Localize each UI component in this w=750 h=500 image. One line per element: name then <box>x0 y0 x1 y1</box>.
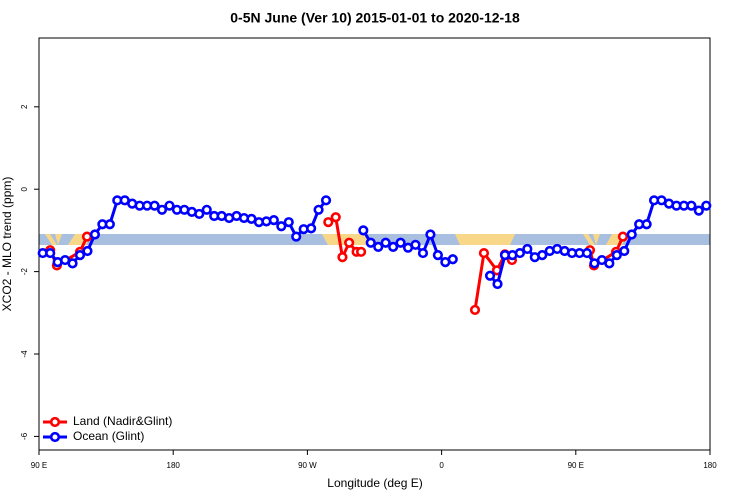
point <box>81 231 93 242</box>
point <box>194 208 205 220</box>
point <box>74 250 86 261</box>
point <box>201 204 212 215</box>
point <box>291 231 302 242</box>
point <box>522 243 533 255</box>
series <box>37 195 712 290</box>
point <box>611 250 622 261</box>
point <box>626 229 637 240</box>
point <box>89 229 101 240</box>
y-tick-label: -2 <box>20 268 29 276</box>
legend-label: Land (Nadir&Glint) <box>73 414 172 428</box>
point <box>492 278 503 290</box>
x-tick-label: 90 W <box>298 461 317 470</box>
point <box>156 204 168 215</box>
point <box>410 239 421 250</box>
y-tick-label: 2 <box>20 104 29 109</box>
x-tick-label: 180 <box>167 461 181 470</box>
point <box>484 270 496 281</box>
plot-frame <box>38 37 711 451</box>
y-tick-label: -6 <box>20 432 29 440</box>
point <box>641 219 652 230</box>
point <box>514 247 525 259</box>
x-tick-label: 90 E <box>568 461 584 470</box>
point <box>417 247 429 259</box>
point <box>619 245 630 257</box>
land-band <box>45 234 57 245</box>
point <box>380 237 391 248</box>
land-band <box>455 234 515 245</box>
point <box>469 304 481 316</box>
point <box>164 200 175 211</box>
point <box>313 204 324 215</box>
point <box>537 250 548 261</box>
legend-marker <box>49 416 61 428</box>
point <box>693 205 704 216</box>
point <box>330 212 341 223</box>
point <box>45 247 56 259</box>
point <box>149 200 160 211</box>
point <box>373 241 384 252</box>
legend-marker <box>49 431 61 443</box>
point <box>447 254 458 265</box>
chart-title: 0-5N June (Ver 10) 2015-01-01 to 2020-12… <box>230 10 520 26</box>
y-axis-title: XCO2 - MLO trend (ppm) <box>0 177 14 312</box>
point <box>701 200 712 211</box>
point <box>686 200 697 211</box>
point <box>276 221 287 232</box>
land-band <box>583 234 595 245</box>
point <box>388 241 399 252</box>
y-tick-label: 0 <box>20 186 29 191</box>
point <box>365 237 376 248</box>
land-band <box>593 234 600 245</box>
x-axis-title: Longitude (deg E) <box>327 476 422 490</box>
point <box>344 237 355 248</box>
point <box>425 229 436 240</box>
legend-label: Ocean (Glint) <box>73 429 144 443</box>
point <box>320 195 332 206</box>
x-tick-label: 180 <box>703 461 717 470</box>
point <box>82 245 93 257</box>
land-band <box>55 234 62 245</box>
point <box>268 215 279 226</box>
x-tick-label: 90 E <box>31 461 47 470</box>
series <box>45 212 629 316</box>
point <box>478 247 490 259</box>
point <box>395 237 406 248</box>
x-tick-label: 0 <box>439 461 444 470</box>
y-tick-label: -4 <box>20 350 29 358</box>
land-band <box>322 234 368 245</box>
point <box>604 258 615 269</box>
point <box>355 246 367 257</box>
point <box>104 219 115 230</box>
point <box>617 231 629 242</box>
point <box>432 250 443 261</box>
point <box>337 252 348 263</box>
point <box>283 217 294 228</box>
point <box>67 258 78 269</box>
point <box>358 225 369 236</box>
point <box>323 217 334 228</box>
point <box>581 247 593 259</box>
point <box>306 223 317 234</box>
